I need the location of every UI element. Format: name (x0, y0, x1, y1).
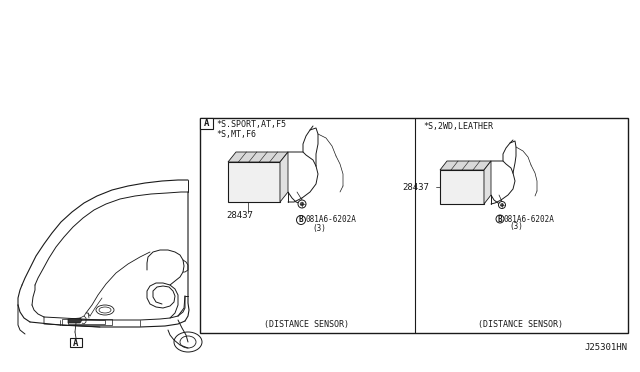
Text: *S.SPORT,AT,F5: *S.SPORT,AT,F5 (216, 121, 286, 129)
Polygon shape (228, 152, 288, 162)
Text: J25301HN: J25301HN (584, 343, 627, 352)
Text: A: A (204, 119, 209, 128)
Text: (DISTANCE SENSOR): (DISTANCE SENSOR) (479, 321, 563, 330)
Polygon shape (484, 161, 491, 204)
FancyBboxPatch shape (62, 319, 112, 325)
Text: *S,2WD,LEATHER: *S,2WD,LEATHER (423, 122, 493, 131)
Circle shape (296, 215, 305, 224)
Text: 081A6-6202A: 081A6-6202A (306, 215, 357, 224)
Ellipse shape (180, 336, 196, 348)
Text: (3): (3) (312, 224, 326, 232)
Circle shape (500, 204, 503, 206)
Ellipse shape (174, 332, 202, 352)
Text: 28437: 28437 (226, 212, 253, 221)
FancyBboxPatch shape (200, 118, 213, 129)
Text: *S,MT,F6: *S,MT,F6 (216, 131, 256, 140)
Text: 28437: 28437 (402, 183, 429, 192)
Polygon shape (280, 152, 288, 202)
Polygon shape (68, 318, 82, 323)
Text: (DISTANCE SENSOR): (DISTANCE SENSOR) (264, 321, 349, 330)
FancyBboxPatch shape (68, 320, 105, 324)
Text: B: B (498, 215, 502, 224)
FancyBboxPatch shape (200, 118, 628, 333)
Text: (3): (3) (509, 222, 523, 231)
Ellipse shape (99, 307, 111, 313)
Circle shape (496, 215, 504, 223)
FancyBboxPatch shape (228, 162, 280, 202)
Circle shape (298, 200, 306, 208)
Circle shape (301, 202, 303, 205)
Polygon shape (440, 161, 491, 170)
Ellipse shape (96, 305, 114, 315)
Circle shape (499, 202, 506, 208)
Text: 081A6-6202A: 081A6-6202A (504, 215, 555, 224)
FancyBboxPatch shape (440, 170, 484, 204)
Text: A: A (74, 339, 79, 347)
FancyBboxPatch shape (70, 338, 82, 347)
Text: B: B (299, 215, 303, 224)
